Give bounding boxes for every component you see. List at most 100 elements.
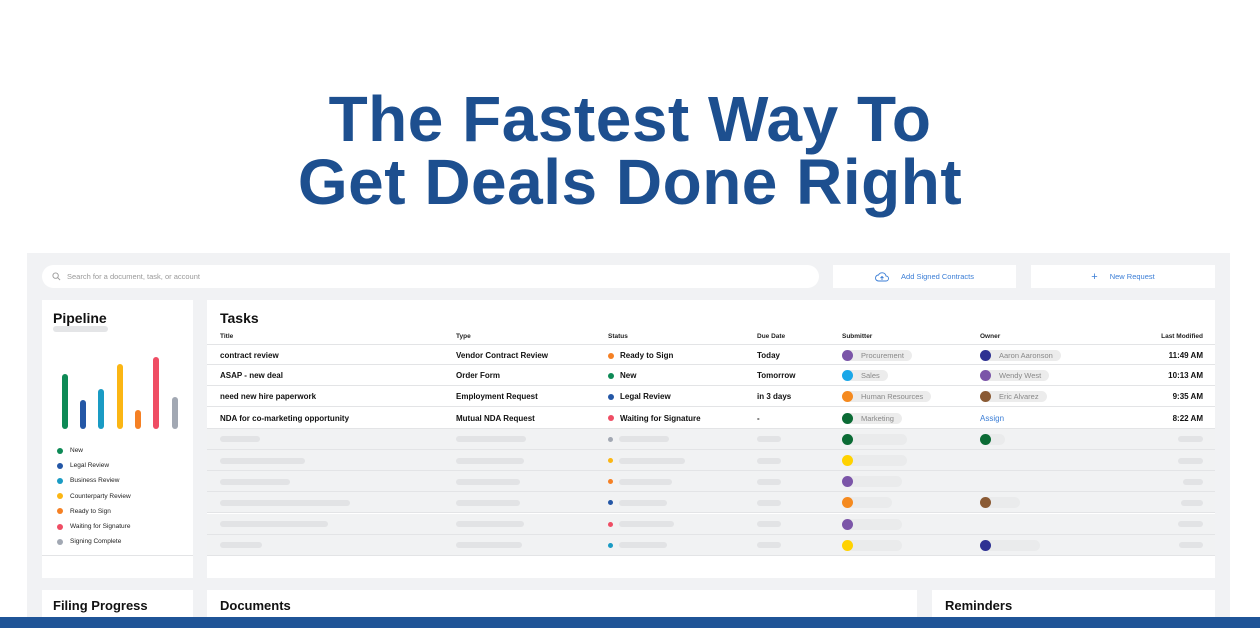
submitter-placeholder	[842, 514, 902, 535]
task-title[interactable]: ASAP - new deal	[220, 371, 283, 381]
pipeline-bar	[98, 389, 104, 429]
owner: Wendy West	[980, 365, 1050, 386]
new-request-button[interactable]: + New Request	[1031, 265, 1215, 288]
placeholder-row	[207, 471, 1215, 493]
skeleton-bar	[1183, 478, 1203, 485]
submitter-avatar	[842, 433, 853, 445]
title-placeholder	[220, 535, 262, 556]
assign-link[interactable]: Assign	[980, 413, 1005, 423]
skeleton-bar	[220, 478, 290, 485]
skeleton-bar	[847, 497, 892, 509]
submitter-placeholder	[842, 471, 902, 492]
pipeline-bar	[62, 374, 68, 429]
status-dot-icon	[608, 479, 613, 485]
type-placeholder	[456, 429, 526, 450]
last-modified: 10:13 AM	[1168, 371, 1203, 381]
skeleton-bar	[456, 457, 524, 464]
tasks-card: Tasks Title Type Status Due Date Submitter Ow…	[207, 300, 1215, 578]
submitter-name: Marketing	[845, 412, 902, 424]
due-date: -	[757, 413, 760, 423]
skeleton-bar	[220, 457, 305, 464]
pipeline-bar	[172, 397, 178, 429]
status-dot-icon	[608, 393, 614, 400]
skeleton-bar	[847, 539, 902, 551]
submitter: Procurement	[842, 345, 912, 366]
submitter-avatar	[842, 370, 853, 382]
table-row[interactable]: NDA for co-marketing opportunity Mutual N…	[207, 408, 1215, 429]
column-header[interactable]: Owner	[980, 333, 1001, 340]
owner-name: Aaron Aaronson	[983, 350, 1061, 361]
submitter: Sales	[842, 365, 888, 386]
submitter-name: Sales	[845, 370, 888, 382]
add-signed-contracts-button[interactable]: Add Signed Contracts	[833, 265, 1016, 288]
table-row[interactable]: contract review Vendor Contract Review Rea…	[207, 344, 1215, 365]
table-row[interactable]: need new hire paperwork Employment Reques…	[207, 386, 1215, 408]
status-label: Legal Review	[620, 392, 671, 402]
submitter-avatar	[842, 350, 853, 361]
placeholder-row	[207, 428, 1215, 450]
column-header[interactable]: Submitter	[842, 333, 873, 340]
add-signed-label: Add Signed Contracts	[901, 272, 974, 281]
footer-bar	[0, 617, 1260, 628]
skeleton-bar	[619, 521, 674, 528]
column-header[interactable]: Status	[608, 333, 628, 340]
skeleton-bar	[456, 521, 524, 528]
skeleton-bar	[619, 457, 685, 464]
dashboard-preview: Search for a document, task, or account …	[27, 253, 1230, 630]
skeleton-bar	[757, 499, 781, 506]
legend-label: Counterparty Review	[70, 492, 131, 500]
table-row[interactable]: ASAP - new deal Order Form New Tomorrow Sale…	[207, 365, 1215, 387]
column-header[interactable]: Last Modified	[1161, 333, 1203, 340]
owner[interactable]: Assign	[980, 408, 1004, 429]
status-dot-icon	[608, 352, 614, 359]
search-input[interactable]: Search for a document, task, or account	[42, 265, 819, 288]
legend-dot-icon	[57, 538, 63, 545]
pipeline-card: Pipeline New Legal Review Business Review C…	[42, 300, 193, 578]
skeleton-bar	[757, 542, 781, 549]
title-placeholder	[220, 471, 290, 492]
status-dot-icon	[608, 542, 613, 548]
placeholder-row	[207, 534, 1215, 556]
last-modified: 11:49 AM	[1168, 351, 1203, 360]
skeleton-bar	[1178, 436, 1203, 443]
owner-name: Eric Alvarez	[983, 391, 1047, 403]
owner-avatar	[980, 497, 991, 509]
placeholder-row	[207, 513, 1215, 535]
due-placeholder	[757, 492, 781, 513]
status-dot-icon	[608, 372, 614, 379]
skeleton-bar	[985, 433, 1005, 445]
skeleton-bar	[220, 499, 350, 506]
task-type: Order Form	[456, 371, 501, 381]
task-status: Waiting for Signature	[608, 408, 701, 429]
task-title[interactable]: contract review	[220, 351, 279, 360]
due-date: in 3 days	[757, 392, 792, 402]
status-placeholder	[608, 492, 667, 513]
submitter-name: Procurement	[845, 350, 912, 361]
modified-placeholder	[1178, 450, 1203, 471]
column-header[interactable]: Title	[220, 333, 234, 340]
legend-item: Waiting for Signature	[57, 523, 130, 530]
column-header[interactable]: Type	[456, 333, 471, 340]
skeleton-bar	[757, 521, 781, 528]
submitter-avatar	[842, 539, 853, 551]
status-placeholder	[608, 450, 685, 471]
status-dot-icon	[608, 521, 613, 527]
skeleton-bar	[757, 457, 781, 464]
skeleton-bar	[847, 518, 902, 530]
type-placeholder	[456, 514, 524, 535]
owner-avatar	[980, 370, 991, 382]
status-label: Ready to Sign	[620, 351, 674, 360]
due-placeholder	[757, 450, 781, 471]
task-title[interactable]: NDA for co-marketing opportunity	[220, 413, 350, 423]
pipeline-bar	[153, 357, 159, 429]
owner-placeholder	[980, 492, 1020, 513]
column-header[interactable]: Due Date	[757, 333, 786, 340]
legend-dot-icon	[57, 462, 63, 469]
documents-title: Documents	[220, 598, 291, 613]
legend-item: Ready to Sign	[57, 508, 111, 515]
owner-avatar	[980, 539, 991, 551]
task-title[interactable]: need new hire paperwork	[220, 392, 317, 402]
skeleton-bar	[1179, 542, 1203, 549]
skeleton-bar	[847, 476, 902, 488]
status-placeholder	[608, 429, 669, 450]
